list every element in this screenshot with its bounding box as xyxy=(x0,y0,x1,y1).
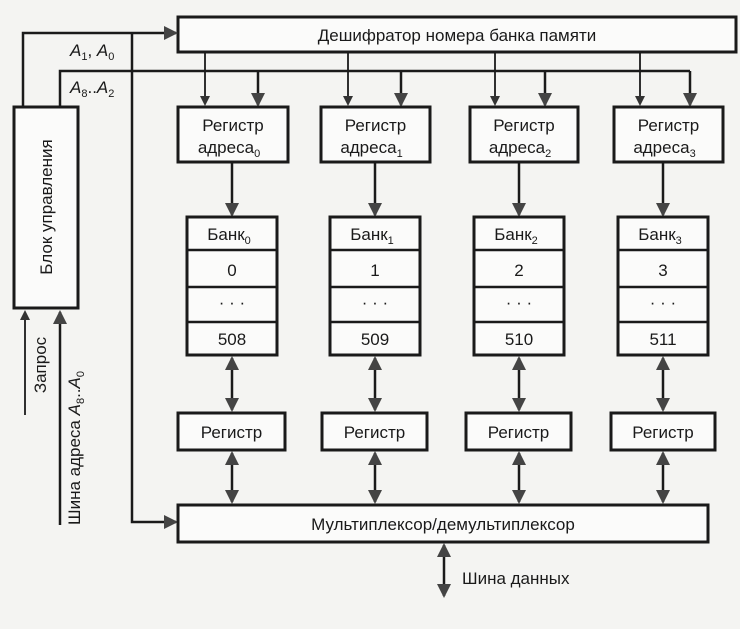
data-register-label: Регистр xyxy=(632,423,693,442)
bank-first-cell: 0 xyxy=(227,261,236,280)
data-register-label: Регистр xyxy=(488,423,549,442)
bank-first-cell: 3 xyxy=(658,261,667,280)
bank-first-cell: 2 xyxy=(514,261,523,280)
bank-ellipsis-cell: · · · xyxy=(362,293,388,312)
address-register-label: Регистр xyxy=(202,116,263,135)
low-bits-line xyxy=(21,26,178,107)
data-register-label: Регистр xyxy=(201,423,262,442)
address-register-sublabel: адреса0 xyxy=(198,138,260,160)
address-register-label: Регистр xyxy=(638,116,699,135)
address-register-sublabel: адреса1 xyxy=(340,138,402,160)
bank-ellipsis-cell: · · · xyxy=(650,293,676,312)
memory-bank: Банк2 2 · · · 510 xyxy=(472,215,566,357)
address-register-sublabel: адреса2 xyxy=(489,138,551,160)
bank-last-cell: 510 xyxy=(505,330,533,349)
high-bits-bus xyxy=(58,69,690,107)
control-block-label: Блок управления xyxy=(37,139,56,274)
address-register-label: Регистр xyxy=(345,116,406,135)
memory-bank: Банк3 3 · · · 511 xyxy=(616,215,710,357)
data-register xyxy=(609,411,717,452)
data-register-label: Регистр xyxy=(344,423,405,442)
address-bus-label: Шина адреса A8..A0 xyxy=(65,371,87,525)
address-register xyxy=(176,105,290,164)
address-register-label: Регистр xyxy=(493,116,554,135)
bank-last-cell: 509 xyxy=(361,330,389,349)
mux-block: Мультиплексор/демультиплексор xyxy=(176,503,710,544)
low-bits-label: A1, A0 xyxy=(69,41,114,63)
bank-title: Банк0 xyxy=(207,225,251,247)
request-label: Запрос xyxy=(31,336,50,393)
data-register xyxy=(320,411,429,452)
decoder-block: Дешифратор номера банка памяти xyxy=(176,15,738,54)
control-block: Блок управления xyxy=(12,105,80,310)
address-register-sublabel: адреса3 xyxy=(633,138,695,160)
memory-bank: Банк1 1 · · · 509 xyxy=(328,215,422,357)
mux-label: Мультиплексор/демультиплексор xyxy=(311,515,575,534)
memory-bank: Банк0 0 · · · 508 xyxy=(185,215,279,357)
bank-first-cell: 1 xyxy=(370,261,379,280)
control-to-mux-line xyxy=(130,33,178,529)
bank-ellipsis-cell: · · · xyxy=(219,293,245,312)
bank-ellipsis-cell: · · · xyxy=(506,293,532,312)
bank-column-2: Регистр адреса2 Банк2 2 · · · 510 Регист… xyxy=(464,52,580,504)
data-register xyxy=(176,411,287,452)
address-register xyxy=(468,105,580,164)
bank-title: Банк2 xyxy=(494,225,538,247)
high-bits-label: A8..A2 xyxy=(69,78,114,100)
decoder-label: Дешифратор номера банка памяти xyxy=(318,26,596,45)
bank-last-cell: 511 xyxy=(649,330,676,349)
data-register xyxy=(464,411,573,452)
bank-title: Банк3 xyxy=(638,225,682,247)
bank-column-3: Регистр адреса3 Банк3 3 · · · 511 Регист… xyxy=(609,52,725,504)
bank-title: Банк1 xyxy=(350,225,394,247)
address-register xyxy=(612,105,725,164)
bank-column-0: Регистр адреса0 Банк0 0 · · · 508 Регист… xyxy=(176,52,290,504)
data-bus-label: Шина данных xyxy=(462,569,570,588)
bank-column-1: Регистр адреса1 Банк1 1 · · · 509 Регист… xyxy=(319,52,432,504)
bank-last-cell: 508 xyxy=(218,330,246,349)
